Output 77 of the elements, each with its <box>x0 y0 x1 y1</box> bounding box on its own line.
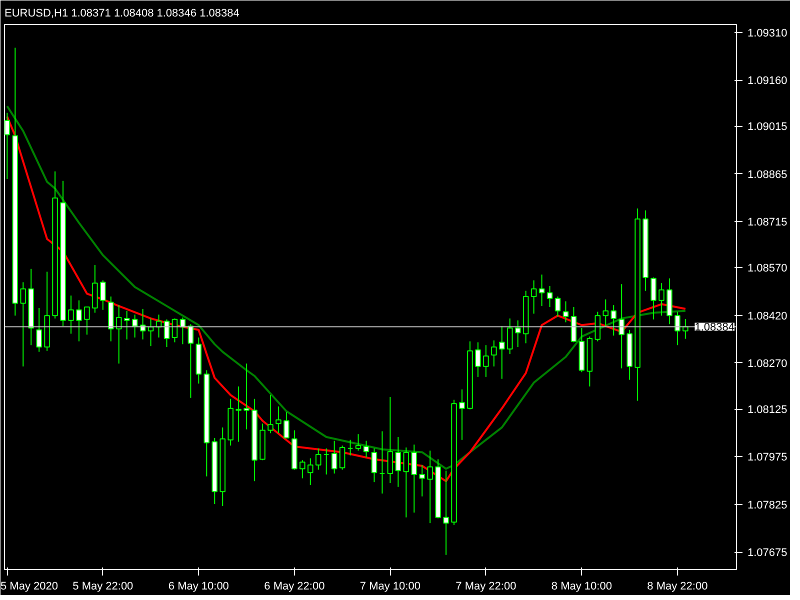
candlestick <box>68 295 74 334</box>
x-tick-label: 5 May 2020 <box>0 580 58 592</box>
y-tick-label: 1.09160 <box>748 75 788 88</box>
candlestick <box>100 280 106 310</box>
x-tick-label: 7 May 22:00 <box>456 580 516 592</box>
candlestick <box>483 344 489 378</box>
candlestick <box>371 448 378 483</box>
candlestick <box>124 310 130 340</box>
candlestick <box>459 388 465 440</box>
candlestick <box>538 274 545 307</box>
candlestick <box>323 448 330 475</box>
y-tick-label: 1.09310 <box>748 27 788 40</box>
chart-title: EURUSD,H1 1.08371 1.08408 1.08346 1.08384 <box>4 8 240 20</box>
candlestick <box>379 430 386 494</box>
candlestick <box>315 448 322 470</box>
candlestick <box>506 318 513 355</box>
candlestick <box>76 300 82 342</box>
candlestick <box>475 342 481 378</box>
candlestick <box>682 318 688 340</box>
x-tick-label: 7 May 10:00 <box>360 580 420 592</box>
candlestick <box>36 307 42 352</box>
candlestick <box>347 439 354 456</box>
candlestick <box>284 412 290 438</box>
candlestick <box>172 318 178 343</box>
y-tick-label: 1.08125 <box>748 404 788 416</box>
candlestick <box>307 458 314 486</box>
x-tick-label: 8 May 10:00 <box>551 580 612 592</box>
y-tick-label: 1.07675 <box>748 547 788 560</box>
candlestick <box>395 436 402 488</box>
candlestick <box>554 296 561 318</box>
ref-line-label: 1.08384 <box>694 322 735 334</box>
y-tick-label: 1.08865 <box>748 168 788 181</box>
x-tick-label: 6 May 22:00 <box>264 580 325 592</box>
candlestick <box>148 318 154 347</box>
candlestick <box>403 446 410 518</box>
candlestick <box>116 304 122 364</box>
x-tick-label: 5 May 22:00 <box>72 580 134 592</box>
y-tick-label: 1.08715 <box>748 216 788 229</box>
candlestick <box>658 282 664 316</box>
candlestick <box>164 318 170 348</box>
candlestick <box>650 276 656 320</box>
candlestick <box>300 460 306 479</box>
y-tick-label: 1.07975 <box>748 452 788 464</box>
candlestick <box>610 304 617 336</box>
candlestick <box>268 394 274 434</box>
x-tick-label: 6 May 10:00 <box>168 580 229 592</box>
candlestick <box>546 286 553 308</box>
candlestick <box>84 306 90 336</box>
candlestick <box>602 298 609 328</box>
candlestick <box>674 311 680 346</box>
candlestick <box>339 445 346 470</box>
candlestick <box>419 464 425 497</box>
candlestick <box>562 300 569 323</box>
candlestick <box>499 326 505 380</box>
candlestick <box>411 444 418 514</box>
candlestick <box>594 311 601 342</box>
candlestick <box>236 386 242 442</box>
candlestick <box>618 284 624 369</box>
y-tick-label: 1.08420 <box>748 310 788 322</box>
candlestick <box>443 470 449 556</box>
candlestick <box>514 320 521 348</box>
y-tick-label: 1.07825 <box>748 499 788 512</box>
candlestick <box>387 396 394 484</box>
candlestick <box>20 282 26 367</box>
candlestick <box>188 324 194 398</box>
candlestick <box>244 363 250 430</box>
y-tick-label: 1.08570 <box>748 262 788 275</box>
candlestick <box>276 406 282 434</box>
x-tick-label: 8 May 22:00 <box>647 580 708 592</box>
candlestick <box>363 440 370 458</box>
candlestick <box>427 450 433 524</box>
y-tick-label: 1.08270 <box>748 358 788 370</box>
candlestick <box>491 340 497 367</box>
candlestick <box>331 440 338 474</box>
candlestick <box>530 280 537 314</box>
candlestick <box>355 434 362 452</box>
y-tick-label: 1.09015 <box>748 121 788 134</box>
